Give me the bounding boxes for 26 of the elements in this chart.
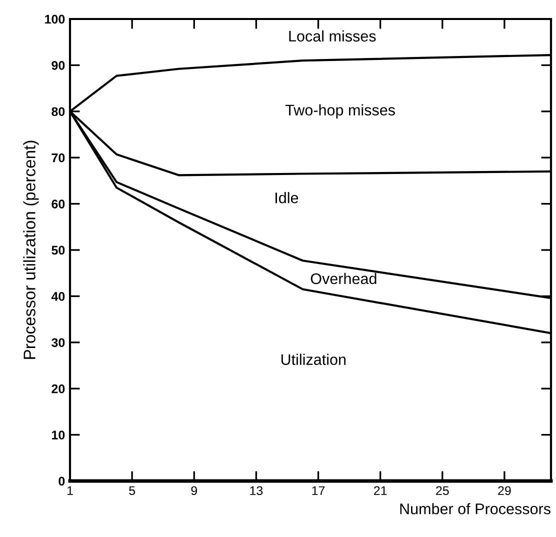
y-tick-label: 80 <box>52 107 65 116</box>
y-tick-label: 0 <box>58 476 65 486</box>
x-tick-label: 1 <box>67 486 73 495</box>
x-tick-label: 17 <box>312 486 325 495</box>
x-tick-label: 25 <box>436 486 449 496</box>
annotation: Local misses <box>289 30 376 42</box>
y-tick-label: 70 <box>52 153 65 162</box>
annotation: Utilization <box>281 354 346 365</box>
annotation: Overhead <box>310 272 376 284</box>
x-tick-label: 21 <box>374 486 387 495</box>
y-tick-label: 40 <box>51 292 65 301</box>
x-tick-label: 9 <box>191 486 198 496</box>
x-tick-label: 29 <box>498 486 511 496</box>
y-tick-label: 100 <box>45 14 65 24</box>
x-axis-title: Number of Processors <box>400 503 550 514</box>
y-tick-label: 50 <box>52 246 65 255</box>
annotation: Two-hop misses <box>285 104 395 119</box>
y-tick-label: 20 <box>52 384 65 394</box>
annotation: Idle <box>276 192 298 204</box>
x-tick-label: 13 <box>250 486 263 496</box>
x-tick-label: 5 <box>129 486 136 496</box>
y-tick-label: 30 <box>52 338 65 348</box>
y-tick-label: 10 <box>52 430 65 440</box>
y-axis-title: Processor utilization (percent) <box>23 140 39 359</box>
y-tick-label: 60 <box>52 200 65 208</box>
y-tick-label: 90 <box>52 61 65 70</box>
